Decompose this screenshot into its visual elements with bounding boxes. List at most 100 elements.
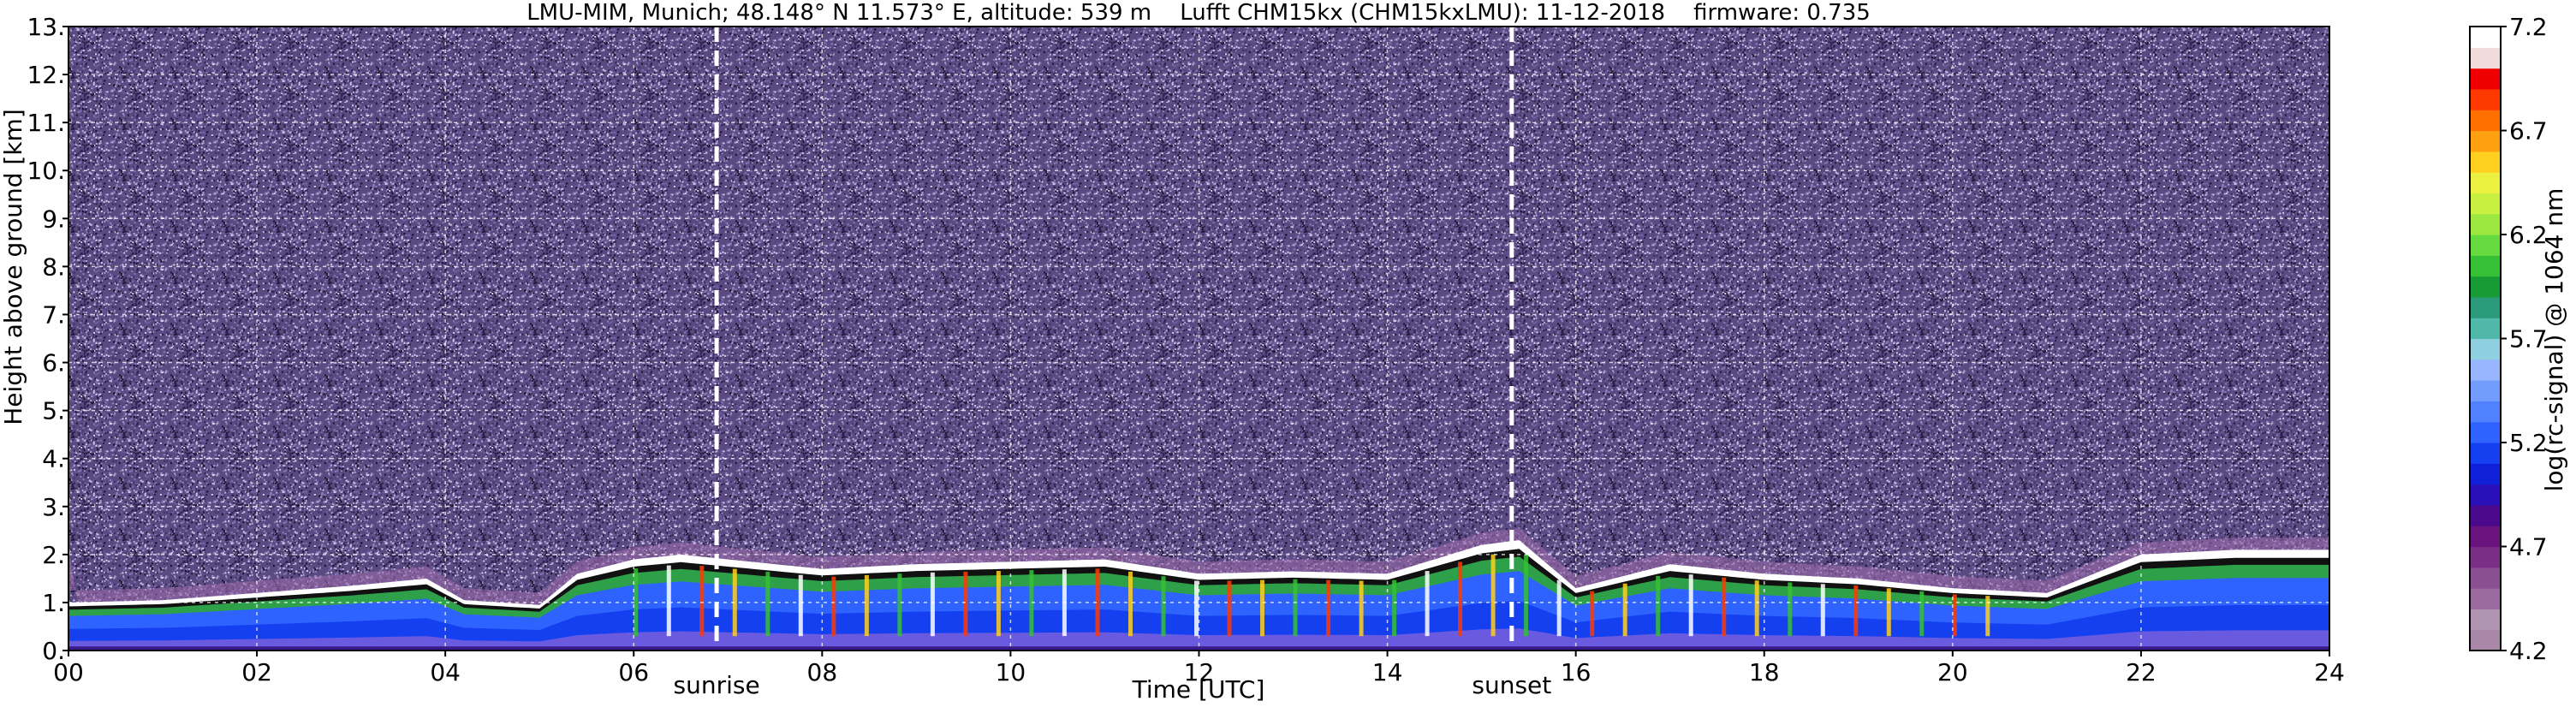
y-axis-ticks: 0. 1. 2. 3. 4. 5. 6. 7. 8. 9. 10. 11. 12. 13. [27, 13, 68, 665]
colorbar-tick-label: 5.2 [2509, 429, 2548, 457]
cloud-plume [1886, 588, 1891, 637]
colorbar-segment [2470, 130, 2501, 152]
y-tick-label: 1. [42, 589, 65, 617]
cloud-plume [1326, 579, 1331, 637]
cloud-plume [699, 566, 705, 637]
x-tick-label: 04 [430, 658, 461, 686]
x-axis-label: Time [UTC] [1132, 675, 1265, 704]
colorbar-segment [2470, 588, 2501, 609]
colorbar-segment [2470, 110, 2501, 132]
cloud-plume [996, 571, 1001, 637]
colorbar-segment [2470, 88, 2501, 110]
cloud-plume [732, 568, 737, 637]
cloud-plume [634, 568, 639, 637]
colorbar-segment [2470, 484, 2501, 506]
x-tick-label: 22 [2126, 658, 2157, 686]
x-tick-label: 24 [2314, 658, 2345, 686]
colorbar-segment [2470, 27, 2501, 48]
cloud-plume [864, 574, 869, 637]
x-axis-ticks: 00 02 04 06 08 10 12 14 16 18 20 22 24 [53, 651, 2345, 686]
y-tick-label: 2. [42, 541, 65, 569]
annotation-lines [714, 27, 1514, 651]
cloud-plume [1985, 596, 1990, 637]
colorbar-segment [2470, 504, 2501, 526]
cloud-plume [897, 573, 902, 637]
colorbar-segment [2470, 401, 2501, 423]
colorbar-tick-label: 6.2 [2509, 221, 2548, 249]
colorbar-segment [2470, 359, 2501, 381]
colorbar-segment [2470, 276, 2501, 298]
cloud-plume [963, 571, 968, 637]
x-tick-label: 02 [241, 658, 272, 686]
cloud-plume [1590, 591, 1595, 637]
x-tick-label: 08 [807, 658, 838, 686]
colorbar-segment [2470, 546, 2501, 568]
colorbar-segment [2470, 213, 2501, 235]
cloud-plume [1161, 576, 1166, 637]
x-tick-label: 10 [996, 658, 1026, 686]
y-tick-label: 7. [42, 300, 65, 329]
x-tick-label: 12 [1184, 658, 1215, 686]
colorbar-tick-label: 7.2 [2509, 13, 2548, 41]
cloud-plume [1227, 580, 1232, 637]
y-tick-label: 9. [42, 205, 65, 233]
cloud-plume [1029, 570, 1034, 637]
colorbar-segment [2470, 193, 2501, 215]
x-tick-label: 16 [1561, 658, 1591, 686]
cloud-plume [1392, 579, 1397, 637]
annotation-labels: sunrise sunset [673, 671, 1551, 699]
cloud-plume [1524, 555, 1529, 637]
colorbar-segment [2470, 172, 2501, 193]
y-tick-label: 11. [27, 109, 65, 137]
cloud-plume [1820, 584, 1825, 637]
colorbar-tick-label: 4.7 [2509, 533, 2548, 561]
sunset-label: sunset [1472, 671, 1551, 699]
cloud-plume [798, 574, 803, 637]
colorbar-segment [2470, 421, 2501, 443]
colorbar-segment [2470, 463, 2501, 485]
colorbar-segment [2470, 296, 2501, 318]
colorbar-segment [2470, 609, 2501, 631]
colorbar-segment [2470, 255, 2501, 277]
colorbar-segment [2470, 318, 2501, 340]
colorbar-ticks: 4.2 4.7 5.2 5.7 6.2 6.7 7.2 [2501, 13, 2548, 665]
colorbar-segment [2470, 629, 2501, 651]
y-tick-label: 4. [42, 445, 65, 473]
y-tick-label: 8. [42, 253, 65, 281]
colorbar-tick-label: 6.7 [2509, 117, 2548, 146]
x-tick-label: 06 [618, 658, 649, 686]
noise-overlay [68, 27, 2329, 651]
y-tick-label: 0. [42, 637, 65, 665]
colorbar-segment [2470, 47, 2501, 69]
y-tick-label: 5. [42, 397, 65, 425]
cloud-plume [1490, 554, 1496, 637]
cloud-plume [1194, 580, 1199, 637]
x-tick-label: 00 [53, 658, 84, 686]
cloud-plume [666, 565, 671, 637]
y-tick-label: 12. [27, 61, 65, 89]
cloud-plume [1952, 594, 1957, 637]
cloud-plume [1128, 571, 1133, 637]
cloud-plume [1656, 575, 1661, 637]
y-tick-label: 3. [42, 493, 65, 521]
plot-area [68, 26, 2330, 651]
x-tick-label: 14 [1372, 658, 1403, 686]
cloud-plume [1754, 580, 1759, 637]
colorbar-segment [2470, 338, 2501, 360]
cloud-plume [1788, 582, 1793, 637]
cloud-plume [1722, 577, 1727, 637]
colorbar-tick-label: 4.2 [2509, 637, 2548, 665]
colorbar-segment [2470, 443, 2501, 464]
cloud-plume [930, 572, 935, 637]
sunrise-label: sunrise [673, 671, 759, 699]
chart-title: LMU-MIM, Munich; 48.148° N 11.573° E, al… [527, 0, 1871, 26]
cloud-plume [1260, 579, 1264, 637]
x-tick-label: 18 [1749, 658, 1780, 686]
cloud-plume [1622, 583, 1627, 637]
cloud-plume [1095, 568, 1100, 637]
cloud-plume [1458, 561, 1463, 637]
colorbar-segment [2470, 235, 2501, 256]
cloud-plume [831, 576, 836, 637]
cloud-plume [1425, 571, 1430, 637]
